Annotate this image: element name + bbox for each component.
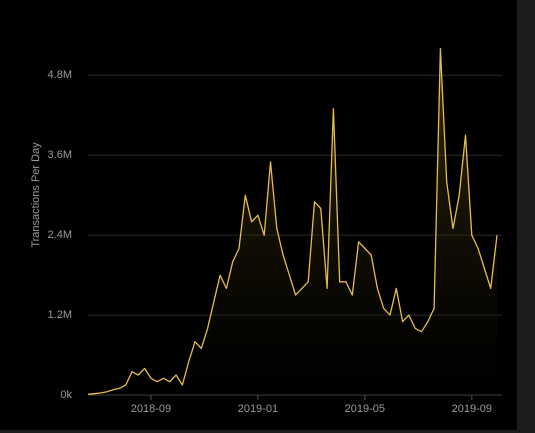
x-tick-label: 2019-09: [452, 403, 492, 415]
area: [88, 48, 497, 395]
y-tick-label: 1.2M: [48, 309, 72, 321]
x-tick-label: 2019-01: [238, 403, 278, 415]
y-tick-label: 2.4M: [48, 229, 72, 241]
x-tick-label: 2019-05: [345, 403, 385, 415]
bottom-frame: [0, 430, 535, 433]
y-axis-label: Transactions Per Day: [30, 142, 42, 248]
line: [87, 48, 498, 395]
x-tick-label: 2018-09: [131, 403, 171, 415]
y-tick-label: 4.8M: [48, 69, 72, 81]
y-tick-label: 0k: [60, 389, 72, 401]
side-frame: [517, 0, 535, 433]
y-tick-label: 3.6M: [48, 149, 72, 161]
